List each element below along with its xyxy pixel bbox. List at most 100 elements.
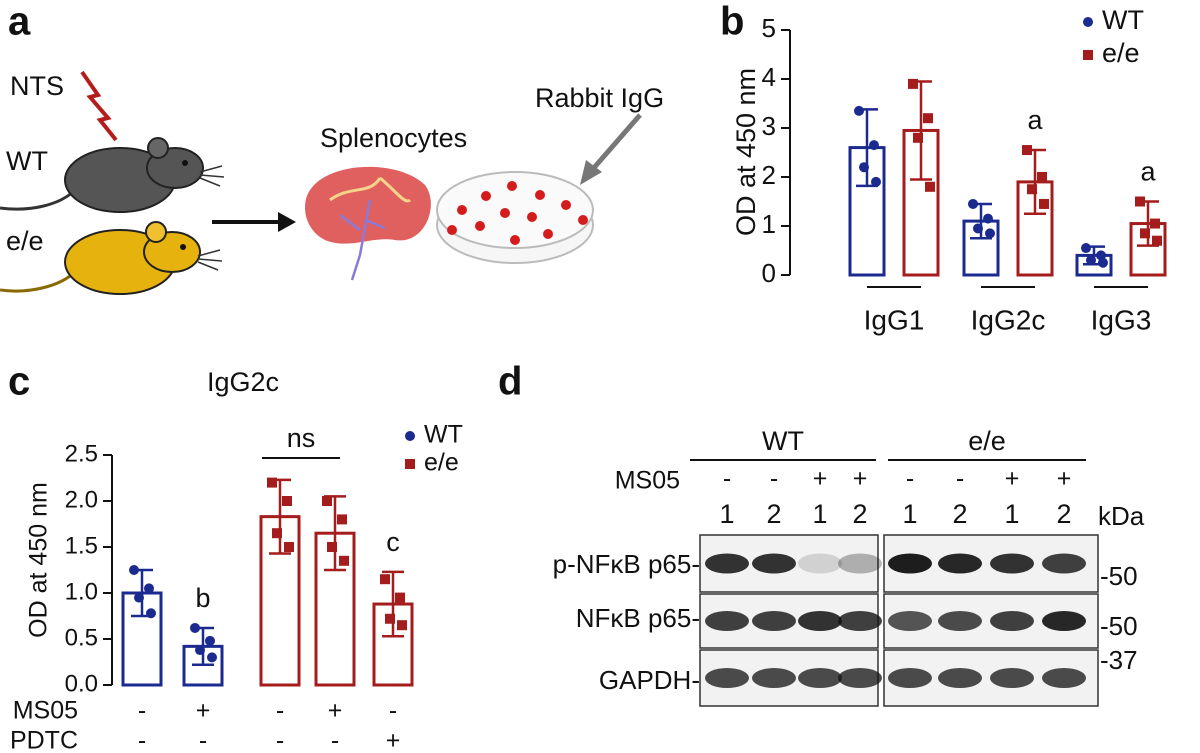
condition-sign: - [199, 727, 207, 753]
lane-number: 2 [1056, 499, 1071, 529]
condition-sign: - [138, 727, 146, 753]
condition-sign: - [276, 727, 284, 753]
pointer-arrow [590, 113, 642, 172]
y-tick-label: 2.0 [65, 486, 98, 513]
y-tick-label: 3 [762, 111, 776, 141]
blot-band [888, 611, 932, 631]
mouse-ee [0, 221, 223, 295]
blot-band [798, 668, 842, 688]
y-tick-label: 1.0 [65, 578, 98, 605]
y-axis-label: OD at 450 nm [731, 68, 761, 236]
y-tick-label: 1.5 [65, 532, 98, 559]
blot-band [838, 553, 882, 574]
data-point [146, 608, 156, 619]
legend-label: WT [424, 421, 463, 449]
blot-band [838, 611, 882, 631]
data-point [397, 620, 407, 631]
data-point [1022, 145, 1032, 156]
data-point [134, 592, 144, 603]
legend-label: e/e [1102, 38, 1140, 68]
data-point [1027, 184, 1037, 195]
lane-number: 1 [1004, 499, 1019, 529]
data-point [337, 514, 347, 525]
x-tick-label: IgG1 [864, 304, 925, 335]
blot-band [1042, 553, 1086, 574]
blot-band [938, 668, 982, 688]
blot-band [938, 553, 982, 574]
data-point [968, 198, 978, 209]
data-point [854, 105, 864, 116]
data-point [923, 113, 933, 124]
lane-number: 2 [852, 499, 867, 529]
blot-band [752, 668, 796, 688]
size-marker: -50 [1100, 561, 1138, 591]
data-point [985, 228, 995, 239]
data-point [385, 613, 395, 624]
x-tick-label: IgG2c [971, 304, 1046, 335]
treatment-sign: - [956, 465, 964, 493]
y-tick-label: 1 [762, 209, 776, 239]
condition-sign: - [389, 697, 397, 725]
panel-letter: a [8, 0, 31, 44]
y-tick-label: 0.0 [65, 670, 98, 697]
significance-label: a [1140, 157, 1156, 187]
data-point [395, 592, 405, 603]
wt-label: WT [6, 146, 48, 176]
blot-band [990, 553, 1034, 574]
culture-dish [436, 171, 594, 264]
condition-sign: + [386, 727, 401, 753]
condition-label: PDTC [10, 727, 78, 753]
y-tick-label: 5 [762, 13, 776, 43]
treatment-label: MS05 [615, 467, 680, 495]
legend-marker [405, 431, 415, 441]
condition-label: MS05 [13, 697, 78, 725]
size-marker: -50 [1100, 611, 1138, 641]
bracket-label: ns [287, 423, 316, 453]
arrow-head [278, 212, 296, 232]
legend-marker [1083, 17, 1093, 27]
legend-label: WT [1102, 5, 1144, 35]
data-point [1039, 198, 1049, 209]
condition-sign: - [138, 697, 146, 725]
blot-band [752, 553, 796, 574]
legend-marker [1083, 50, 1093, 60]
y-tick-label: 0 [762, 258, 776, 288]
x-tick-label: IgG3 [1091, 304, 1152, 335]
lane-number: 2 [766, 499, 781, 529]
data-point [913, 132, 923, 143]
significance-label: c [386, 527, 400, 557]
panel-letter: d [498, 360, 522, 404]
data-point [282, 496, 292, 506]
data-point [925, 181, 935, 192]
data-point [1152, 235, 1162, 246]
data-point [973, 223, 983, 234]
data-point [327, 542, 337, 552]
data-point [190, 622, 200, 633]
lane-number: 2 [952, 499, 967, 529]
treatment-sign: + [813, 465, 828, 493]
blot-band [752, 611, 796, 631]
data-point [1150, 218, 1160, 229]
blot-band [705, 668, 749, 688]
blot-band [705, 611, 749, 631]
bar-chart: c 0.0 0.5 1.0 1.5 2.0 2.5 OD at 450 nm IgG2c b WT c… [8, 360, 463, 753]
panel-letter: b [720, 0, 744, 44]
data-point [1081, 243, 1091, 254]
row-label: NFκB p65- [576, 603, 700, 633]
lane-number: 1 [812, 499, 827, 529]
kda-label: kDa [1098, 501, 1145, 531]
legend-marker [405, 459, 415, 469]
data-point [284, 542, 294, 552]
panel-letter: c [8, 360, 30, 404]
y-tick-label: 0.5 [65, 624, 98, 651]
blot-band [888, 553, 932, 574]
legend-label: e/e [424, 449, 459, 477]
blot-band [838, 668, 882, 688]
y-tick-label: 2.5 [65, 440, 98, 467]
pointer-head [580, 160, 602, 185]
blot-band [990, 668, 1034, 688]
data-point [205, 635, 215, 646]
data-point [908, 78, 918, 89]
data-point [1086, 255, 1096, 266]
